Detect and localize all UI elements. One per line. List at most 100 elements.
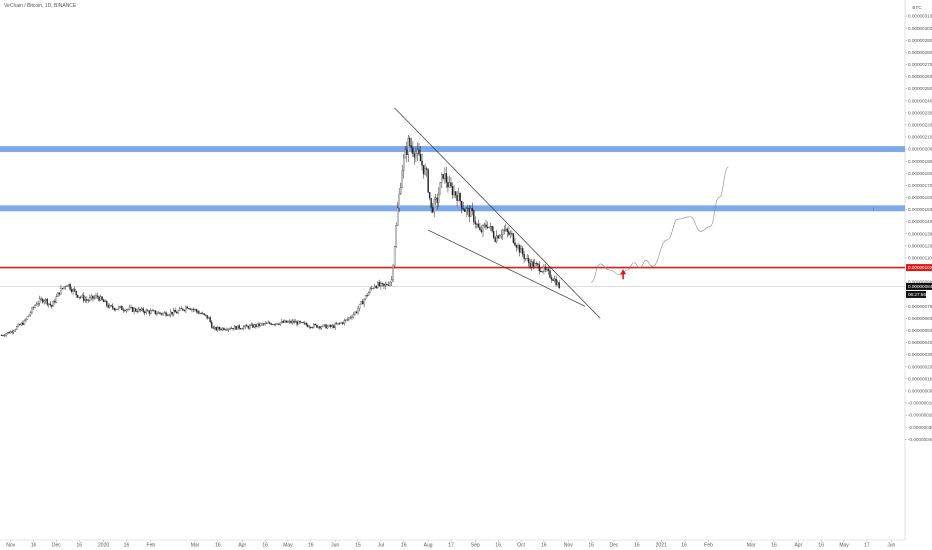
y-tick-label: 0.00000140	[908, 219, 932, 224]
candle-body	[544, 266, 547, 270]
candle-body	[278, 324, 280, 325]
candle-body	[538, 264, 541, 272]
candle-body	[35, 303, 38, 306]
x-tick-label: 16	[31, 543, 37, 549]
candle-body	[209, 317, 211, 323]
candle-body	[11, 331, 13, 333]
x-tick-label: Aug	[424, 543, 433, 549]
y-tick-label: 0.00000170	[908, 183, 932, 188]
candle-body	[511, 233, 513, 234]
candle-body	[406, 149, 408, 156]
candle-body	[456, 195, 458, 201]
candle-body	[246, 325, 248, 327]
x-tick-label: 16	[76, 543, 82, 549]
candle-body	[535, 262, 537, 264]
y-tick-label: 0.00000120	[908, 243, 932, 248]
candle-body	[320, 326, 323, 329]
x-tick-label: 16	[771, 543, 777, 549]
candle-body	[77, 294, 79, 298]
candle-body	[372, 287, 374, 289]
candle-body	[345, 319, 347, 321]
candle-body	[521, 248, 524, 255]
candle-body	[368, 292, 370, 296]
candle-body	[311, 327, 314, 328]
candle-body	[96, 295, 99, 298]
candle-body	[159, 312, 161, 314]
x-tick-label: Jun	[887, 543, 895, 549]
candle-body	[395, 225, 397, 247]
candle-body	[108, 305, 111, 308]
candle-body	[527, 258, 530, 264]
candle-body	[384, 284, 387, 286]
candle-body	[287, 321, 289, 323]
candle-body	[471, 208, 474, 211]
candle-body	[64, 286, 67, 288]
x-tick-label: 17	[864, 543, 870, 549]
candle-body	[447, 182, 449, 188]
candle-body	[529, 262, 531, 268]
candle-body	[374, 285, 376, 289]
candle-body	[46, 299, 48, 305]
candle-body	[151, 310, 154, 312]
candle-body	[22, 322, 24, 325]
candle-body	[537, 263, 539, 265]
candle-body	[32, 307, 35, 309]
candle-body	[453, 191, 455, 196]
candle-body	[532, 261, 534, 267]
price-axis[interactable]: BTC 0.00000310 0.00000300 0.00000290 0.00000…	[904, 0, 932, 540]
candle-body	[171, 311, 173, 315]
candle-body	[198, 312, 201, 314]
x-tick-label: 16	[541, 543, 547, 549]
y-tick-label: 0.00000020	[908, 364, 932, 369]
up-arrow-head	[620, 269, 627, 275]
x-tick-label: Nov	[6, 543, 15, 549]
candle-body	[398, 193, 400, 209]
time-axis[interactable]: Nov 16 Dec 16 2020 16 Feb Mar 16 Apr 16 May 16 Jun 15 J…	[0, 539, 905, 549]
candle-body	[169, 311, 172, 315]
candles-layer	[0, 134, 560, 338]
candle-body	[358, 303, 361, 309]
y-tick-label: 0.00000300	[908, 26, 932, 31]
last-price-badge	[906, 282, 932, 290]
candle-body	[148, 310, 151, 314]
candle-body	[482, 225, 484, 233]
x-tick-label: 16	[634, 543, 640, 549]
x-tick-label: 16	[588, 543, 594, 549]
x-tick-label: Apr	[794, 543, 802, 549]
candle-body	[300, 321, 303, 323]
candle-body	[396, 207, 399, 226]
candle-body	[9, 331, 12, 334]
candle-body	[101, 296, 103, 300]
candle-body	[206, 315, 208, 319]
candle-body	[200, 312, 202, 314]
candle-body	[208, 317, 210, 319]
zones-layer: ı	[0, 146, 905, 287]
candle-body	[87, 300, 90, 301]
x-tick-label: 16	[215, 543, 221, 549]
candle-body	[140, 308, 143, 311]
candle-body	[349, 317, 352, 319]
candle-body	[166, 315, 169, 317]
candle-body	[69, 284, 71, 290]
candle-body	[546, 269, 548, 271]
candle-body	[268, 322, 271, 324]
candle-body	[51, 304, 53, 307]
candle-body	[431, 207, 434, 213]
candle-body	[23, 320, 26, 325]
resistance-price-badge	[906, 264, 932, 272]
candle-body	[93, 297, 96, 299]
candle-body	[409, 138, 411, 146]
candle-body	[288, 320, 291, 322]
candle-body	[99, 296, 102, 301]
candle-body	[518, 245, 521, 253]
y-tick-label: 0.00000010	[908, 376, 932, 381]
candle-body	[403, 157, 405, 171]
y-tick-label: -0.00000030	[908, 425, 932, 430]
candle-body	[241, 328, 243, 330]
candle-body	[127, 308, 129, 310]
projection-path	[591, 166, 729, 283]
x-tick-label: Feb	[147, 543, 156, 549]
candle-body	[485, 224, 487, 228]
candle-body	[512, 233, 515, 243]
